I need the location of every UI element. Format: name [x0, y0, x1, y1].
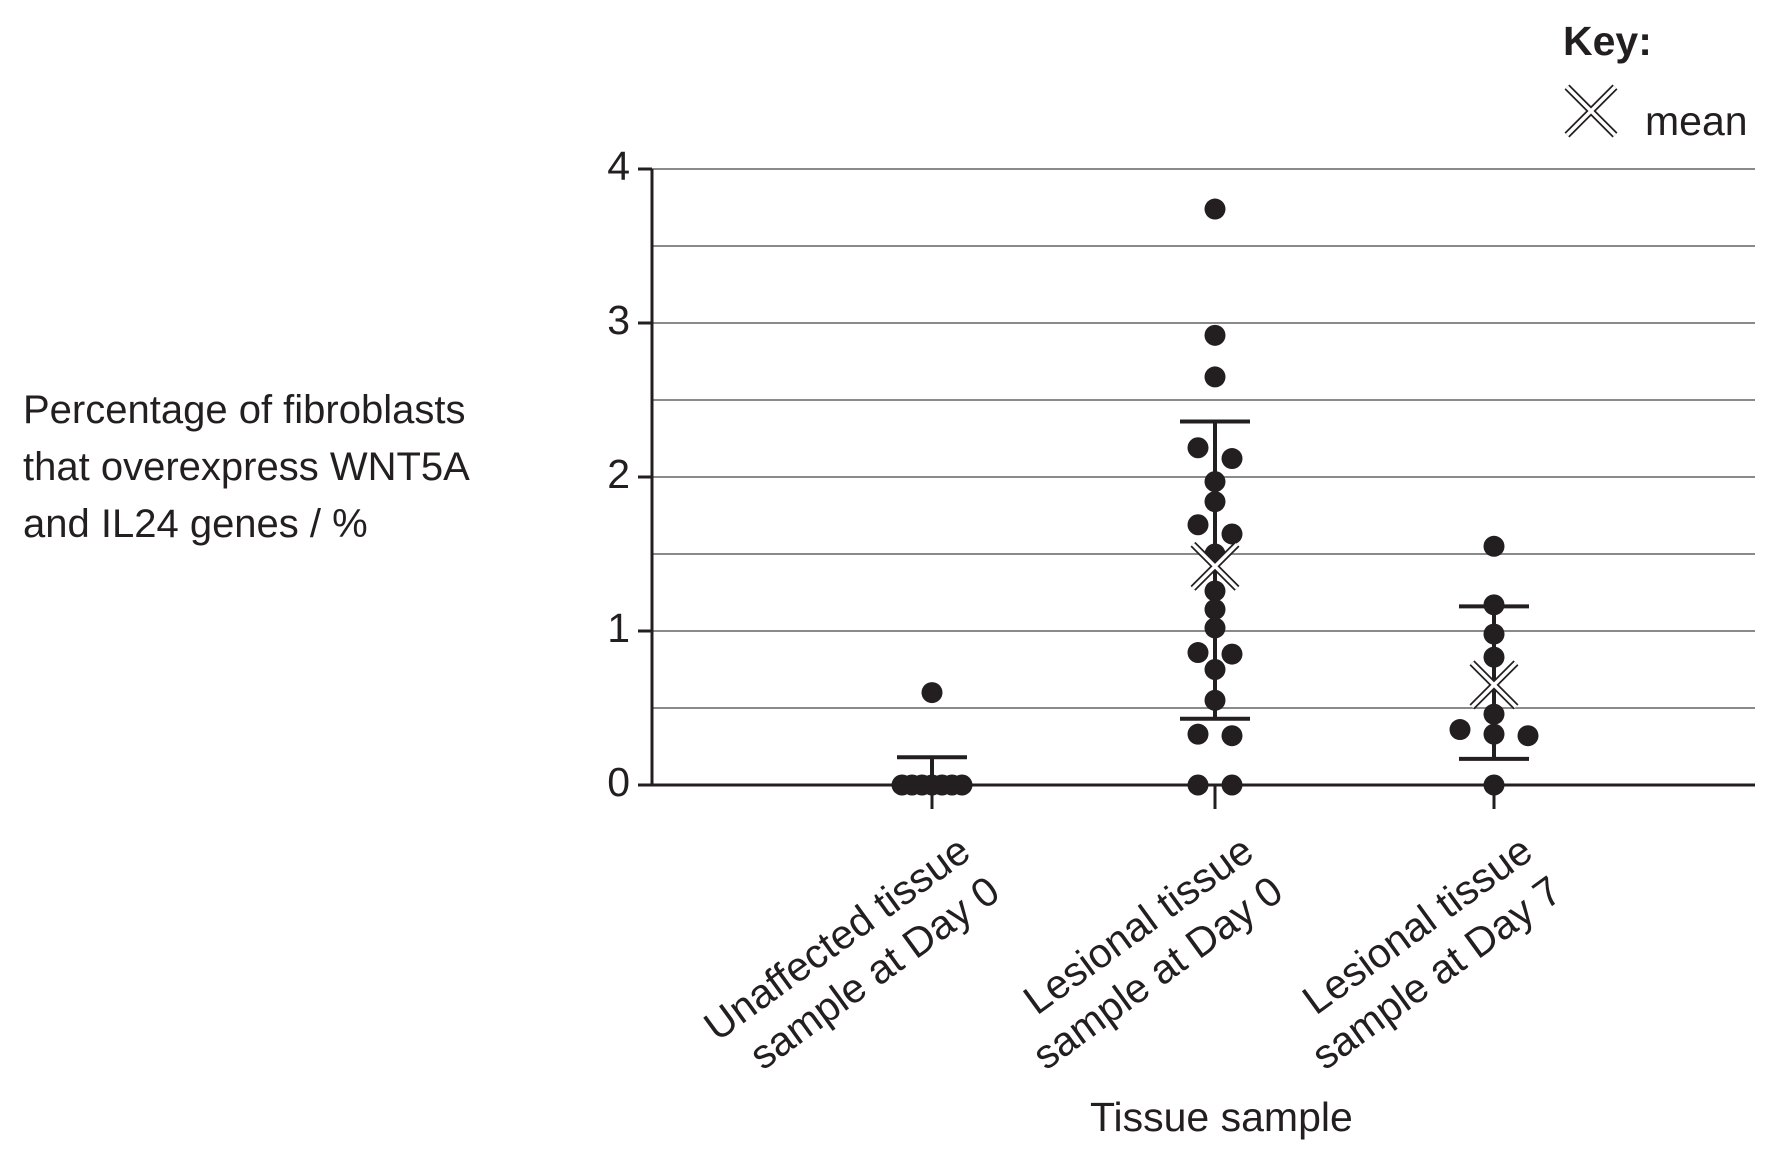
- data-point: [1204, 198, 1226, 220]
- data-point: [1187, 642, 1209, 664]
- data-point: [1483, 594, 1505, 616]
- data-point: [1187, 774, 1209, 796]
- y-tick-label: 3: [607, 297, 630, 343]
- data-point: [1187, 437, 1209, 459]
- data-point: [1187, 514, 1209, 536]
- data-point: [1221, 643, 1243, 665]
- data-point: [1204, 366, 1226, 388]
- data-point: [1449, 719, 1471, 741]
- legend-title: Key:: [1563, 18, 1652, 64]
- data-point: [1187, 723, 1209, 745]
- data-point: [921, 682, 943, 704]
- data-point: [1221, 774, 1243, 796]
- y-axis-label: Percentage of fibroblasts that overexpre…: [23, 388, 470, 546]
- data-point: [1483, 723, 1505, 745]
- data-point: [1483, 774, 1505, 796]
- data-point: [1221, 725, 1243, 747]
- y-tick-label: 4: [607, 143, 630, 189]
- data-point: [1204, 324, 1226, 346]
- data-point: [1517, 725, 1539, 747]
- data-point: [1221, 523, 1243, 545]
- legend-marker: [1564, 84, 1618, 138]
- data-point: [1204, 491, 1226, 513]
- x-axis-label: Tissue sample: [1090, 1094, 1353, 1140]
- data-point: [1204, 471, 1226, 493]
- data-point: [1483, 703, 1505, 725]
- data-point: [1483, 535, 1505, 557]
- data-point: [1204, 659, 1226, 680]
- y-tick-label: 2: [607, 451, 630, 497]
- data-point: [1483, 623, 1505, 645]
- data-point: [1483, 646, 1505, 668]
- data-point: [1204, 689, 1226, 711]
- data-point: [1204, 580, 1226, 602]
- legend-label: mean: [1645, 98, 1748, 144]
- data-point: [1204, 598, 1226, 620]
- mean-marker: [1469, 660, 1519, 710]
- data-point: [951, 774, 973, 796]
- data-point: [1204, 617, 1226, 639]
- y-tick-label: 0: [607, 759, 630, 805]
- data-point: [1221, 448, 1243, 470]
- y-tick-label: 1: [607, 605, 630, 651]
- mean-marker: [1190, 541, 1240, 591]
